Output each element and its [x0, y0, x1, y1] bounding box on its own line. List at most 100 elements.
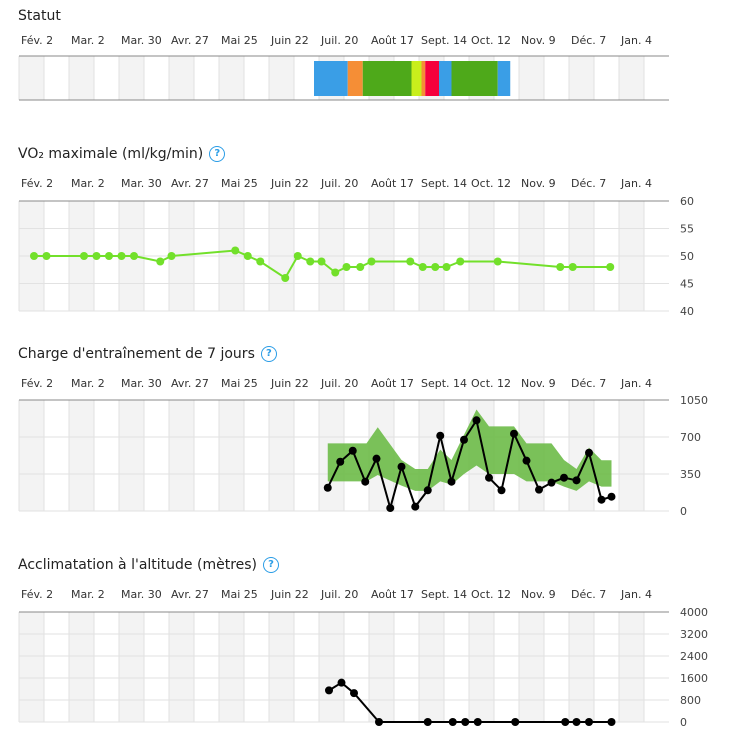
- week-stripe: [44, 612, 69, 722]
- data-point: [317, 257, 326, 266]
- y-tick-label: 1600: [680, 672, 708, 685]
- y-tick-label: 3200: [680, 628, 708, 641]
- week-stripe: [269, 400, 294, 511]
- x-tick-label: Mar. 2: [71, 377, 105, 390]
- data-point: [448, 718, 457, 726]
- x-tick-label: Sept. 14: [421, 377, 467, 390]
- week-stripe: [619, 400, 644, 511]
- x-tick-label: Avr. 27: [171, 34, 209, 47]
- y-tick-label: 55: [680, 223, 694, 236]
- vo2-title-text: VO₂ maximale (ml/kg/min): [18, 146, 204, 162]
- week-stripe: [119, 56, 144, 100]
- status-title-text: Statut: [18, 8, 61, 24]
- training-load-title: Charge d'entraînement de 7 jours?: [18, 346, 277, 362]
- week-stripe: [119, 612, 144, 722]
- week-stripe: [69, 400, 94, 511]
- data-point: [356, 263, 365, 271]
- x-tick-label: Jan. 4: [620, 377, 652, 390]
- y-tick-label: 2400: [680, 650, 708, 663]
- x-tick-label: Oct. 12: [471, 588, 511, 601]
- data-point: [585, 448, 593, 457]
- status-segment: [497, 61, 511, 96]
- week-stripe: [194, 612, 219, 722]
- data-point: [117, 252, 126, 260]
- x-tick-label: Déc. 7: [571, 34, 606, 47]
- x-tick-label: Fév. 2: [21, 34, 53, 47]
- status-segment: [451, 61, 498, 96]
- week-stripe: [19, 612, 44, 722]
- vo2-title: VO₂ maximale (ml/kg/min)?: [18, 146, 226, 162]
- x-tick-label: Mar. 30: [121, 588, 162, 601]
- week-stripe: [344, 612, 369, 722]
- y-tick-label: 0: [680, 716, 687, 729]
- data-point: [406, 257, 415, 266]
- data-point: [556, 263, 565, 271]
- data-point: [367, 257, 376, 266]
- training-load-chart: Fév. 2 Mar. 2 Mar. 30 Avr. 27 Mai 25 Juin 22 J…: [18, 377, 708, 518]
- data-point: [510, 429, 518, 438]
- data-point: [511, 718, 520, 726]
- status-segment: [439, 61, 452, 96]
- data-point: [293, 252, 302, 260]
- x-tick-label: Août 17: [371, 177, 414, 190]
- x-tick-label: Mai 25: [221, 177, 258, 190]
- data-point: [350, 689, 358, 698]
- week-stripe: [569, 612, 594, 722]
- status-chart: Fév. 2 Mar. 2 Mar. 30 Avr. 27 Mai 25 Juin 22 J…: [18, 34, 669, 101]
- x-tick-label: Mar. 2: [71, 34, 105, 47]
- x-tick-label: Mar. 2: [71, 588, 105, 601]
- status-segment: [421, 61, 426, 96]
- help-icon[interactable]: ?: [209, 146, 226, 162]
- data-point: [281, 274, 290, 282]
- data-point: [337, 678, 346, 687]
- data-point: [460, 435, 468, 444]
- week-stripe: [169, 56, 194, 100]
- week-stripe: [244, 56, 269, 100]
- status-segment: [347, 61, 363, 96]
- week-stripe: [44, 56, 69, 100]
- data-point: [423, 718, 432, 726]
- data-point: [167, 252, 176, 260]
- data-point: [522, 456, 531, 465]
- week-stripe: [469, 612, 494, 722]
- data-point: [606, 263, 615, 271]
- data-point: [361, 477, 370, 486]
- x-tick-label: Mar. 30: [121, 34, 162, 47]
- data-point: [156, 257, 165, 266]
- week-stripe: [44, 400, 69, 511]
- training-load-title-text: Charge d'entraînement de 7 jours: [18, 346, 255, 362]
- x-tick-label: Mar. 30: [121, 177, 162, 190]
- x-tick-label: Déc. 7: [571, 588, 606, 601]
- x-tick-label: Avr. 27: [171, 377, 209, 390]
- x-tick-label: Mai 25: [221, 34, 258, 47]
- data-point: [42, 252, 51, 260]
- week-stripe: [519, 612, 544, 722]
- x-tick-label: Nov. 9: [521, 177, 556, 190]
- y-tick-label: 50: [680, 250, 694, 263]
- data-point: [607, 718, 616, 726]
- y-tick-label: 45: [680, 278, 694, 291]
- x-tick-label: Nov. 9: [521, 588, 556, 601]
- help-icon[interactable]: ?: [263, 557, 280, 573]
- x-tick-label: Oct. 12: [471, 34, 511, 47]
- x-tick-label: Sept. 14: [421, 588, 467, 601]
- x-tick-label: Août 17: [371, 34, 414, 47]
- x-tick-label: Août 17: [371, 588, 414, 601]
- week-stripe: [619, 56, 644, 100]
- week-stripe: [594, 612, 619, 722]
- x-tick-label: Sept. 14: [421, 34, 467, 47]
- x-tick-label: Avr. 27: [171, 177, 209, 190]
- data-point: [348, 446, 357, 455]
- data-point: [331, 268, 340, 277]
- data-point: [461, 718, 470, 726]
- x-tick-label: Oct. 12: [471, 377, 511, 390]
- data-point: [130, 252, 138, 260]
- y-tick-label: 4000: [680, 606, 708, 619]
- help-icon[interactable]: ?: [260, 346, 277, 362]
- data-point: [442, 263, 451, 271]
- x-tick-label: Jan. 4: [620, 177, 652, 190]
- data-point: [372, 454, 381, 463]
- week-stripe: [369, 612, 394, 722]
- x-tick-label: Mar. 30: [121, 377, 162, 390]
- week-stripe: [144, 400, 169, 511]
